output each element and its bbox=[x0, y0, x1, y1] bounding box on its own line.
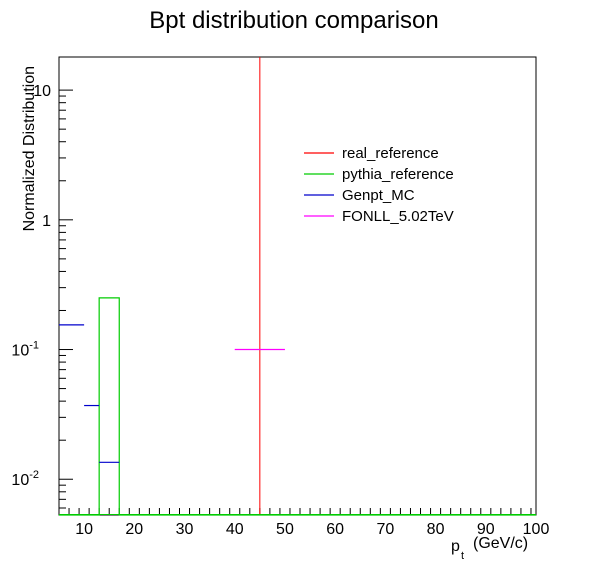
series-layer bbox=[59, 57, 536, 516]
chart-title: Bpt distribution comparison bbox=[149, 7, 438, 34]
legend-label: Genpt_MC bbox=[342, 187, 415, 204]
legend-label: pythia_reference bbox=[342, 166, 454, 183]
legend-label: FONLL_5.02TeV bbox=[342, 208, 454, 225]
x-tick-label: 90 bbox=[477, 521, 495, 538]
y-tick-label: 10-2 bbox=[11, 469, 39, 489]
x-axis-label-unit: (GeV/c) bbox=[473, 535, 528, 552]
x-axis-label-main: p bbox=[451, 538, 460, 555]
axis-ticks: 10 20 30 40 50 60 70 80 90 100 10-2 10-1 1 10 bbox=[11, 83, 549, 538]
x-tick-label: 70 bbox=[376, 521, 394, 538]
x-axis-label-subscript: t bbox=[461, 550, 464, 562]
y-axis-label: Normalized Distribution bbox=[21, 66, 38, 231]
x-tick-label: 60 bbox=[326, 521, 344, 538]
x-tick-label: 50 bbox=[276, 521, 294, 538]
x-tick-label: 100 bbox=[523, 521, 550, 538]
x-tick-label: 80 bbox=[427, 521, 445, 538]
x-tick-label: 30 bbox=[176, 521, 194, 538]
y-tick-label: 10 bbox=[33, 83, 51, 100]
legend-label: real_reference bbox=[342, 145, 439, 162]
pythia-reference-bin bbox=[59, 297, 536, 516]
x-axis-label: p t (GeV/c) bbox=[451, 535, 528, 562]
y-tick-label: 10-1 bbox=[11, 340, 39, 360]
legend: real_reference pythia_reference Genpt_MC FO… bbox=[304, 145, 454, 225]
y-tick-label: 1 bbox=[42, 213, 51, 230]
x-tick-label: 40 bbox=[226, 521, 244, 538]
plot-frame bbox=[58, 56, 537, 516]
x-tick-label: 20 bbox=[125, 521, 143, 538]
x-tick-label: 10 bbox=[75, 521, 93, 538]
